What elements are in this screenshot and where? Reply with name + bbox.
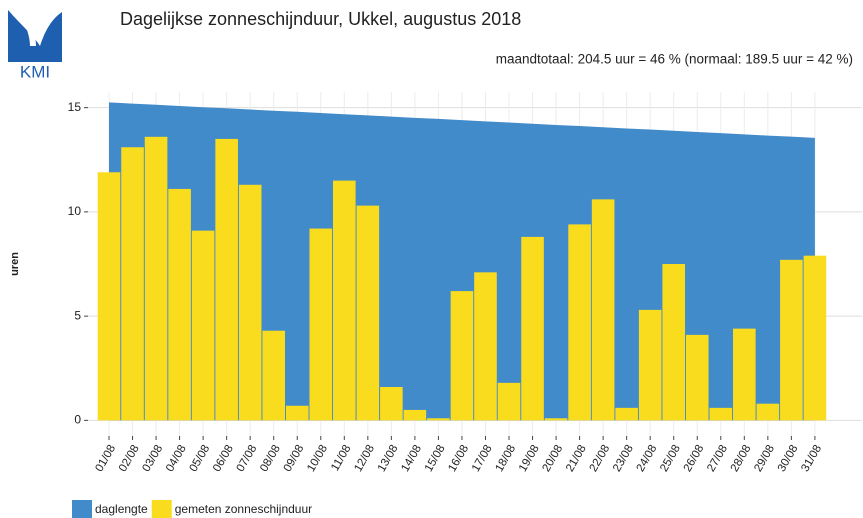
bar [191, 230, 215, 421]
bar [356, 205, 380, 421]
x-tick-label: 06/08 [211, 443, 236, 474]
bar [803, 255, 827, 421]
x-tick-label: 21/08 [564, 443, 589, 474]
x-tick-label: 05/08 [188, 443, 213, 474]
bar [168, 188, 191, 421]
bar [333, 180, 356, 421]
bar [285, 405, 309, 421]
chart-title: Dagelijkse zonneschijnduur, Ukkel, augus… [120, 9, 521, 29]
y-tick-label: 0 [74, 413, 81, 427]
x-tick-label: 16/08 [446, 443, 471, 474]
bar [450, 291, 474, 421]
bar [568, 224, 591, 421]
bar [97, 172, 121, 421]
bar [474, 272, 497, 421]
x-tick-label: 25/08 [658, 443, 683, 474]
marks [97, 102, 827, 421]
x-tick-label: 10/08 [305, 443, 330, 474]
logo-shape [8, 10, 62, 62]
x-tick-label: 31/08 [799, 443, 824, 474]
x-tick-label: 08/08 [258, 443, 283, 474]
y-tick-label: 10 [68, 204, 82, 218]
x-tick-label: 24/08 [635, 443, 660, 474]
bar [238, 184, 262, 421]
x-tick-label: 17/08 [470, 443, 495, 474]
bar [615, 407, 638, 421]
x-tick-label: 20/08 [541, 443, 566, 474]
bar [121, 147, 144, 421]
x-tick-label: 28/08 [729, 443, 754, 474]
x-tick-label: 02/08 [117, 443, 142, 474]
x-tick-label: 14/08 [399, 443, 424, 474]
legend-label: gemeten zonneschijnduur [175, 502, 312, 516]
logo-wave [20, 14, 36, 46]
bar [144, 136, 168, 421]
x-tick-label: 11/08 [329, 443, 353, 473]
bar [262, 330, 286, 421]
x-tick-label: 18/08 [493, 443, 518, 474]
bar [733, 328, 756, 421]
x-tick-label: 03/08 [141, 443, 166, 474]
x-tick-label: 01/08 [93, 443, 118, 474]
bar [591, 199, 615, 421]
x-tick-label: 19/08 [517, 443, 542, 474]
chart-subtitle: maandtotaal: 204.5 uur = 46 % (normaal: … [496, 52, 853, 67]
legend-swatch [72, 500, 92, 518]
y-tick-label: 15 [68, 100, 82, 114]
bar [497, 382, 521, 421]
x-tick-label: 23/08 [611, 443, 636, 474]
bar [638, 309, 662, 421]
bar [662, 264, 686, 421]
legend-swatch [151, 500, 172, 518]
x-tick-label: 26/08 [682, 443, 707, 474]
bar [756, 403, 780, 421]
legend-label: daglengte [95, 502, 148, 516]
bar [544, 418, 568, 421]
area [109, 102, 815, 421]
bar [403, 409, 427, 421]
bar [215, 138, 238, 421]
y-tick-label: 5 [74, 308, 81, 322]
bar [709, 407, 733, 421]
x-tick-label: 12/08 [352, 443, 377, 474]
x-tick-label: 13/08 [376, 443, 401, 474]
x-tick-label: 09/08 [282, 443, 307, 474]
logo-text: KMI [20, 62, 50, 81]
bar [309, 228, 333, 421]
x-tick-label: 22/08 [588, 443, 613, 474]
x-tick-label: 07/08 [235, 443, 260, 474]
bar [427, 418, 450, 421]
y-axis-label: uren [9, 252, 21, 276]
bar [780, 259, 803, 421]
bar [685, 334, 709, 421]
bar [380, 387, 403, 421]
bar [521, 236, 544, 421]
logo: KMI [8, 10, 62, 81]
x-tick-label: 15/08 [423, 443, 448, 474]
x-tick-label: 27/08 [705, 443, 730, 474]
x-tick-label: 29/08 [752, 443, 777, 474]
x-tick-label: 04/08 [164, 443, 189, 474]
x-tick-label: 30/08 [776, 443, 801, 474]
